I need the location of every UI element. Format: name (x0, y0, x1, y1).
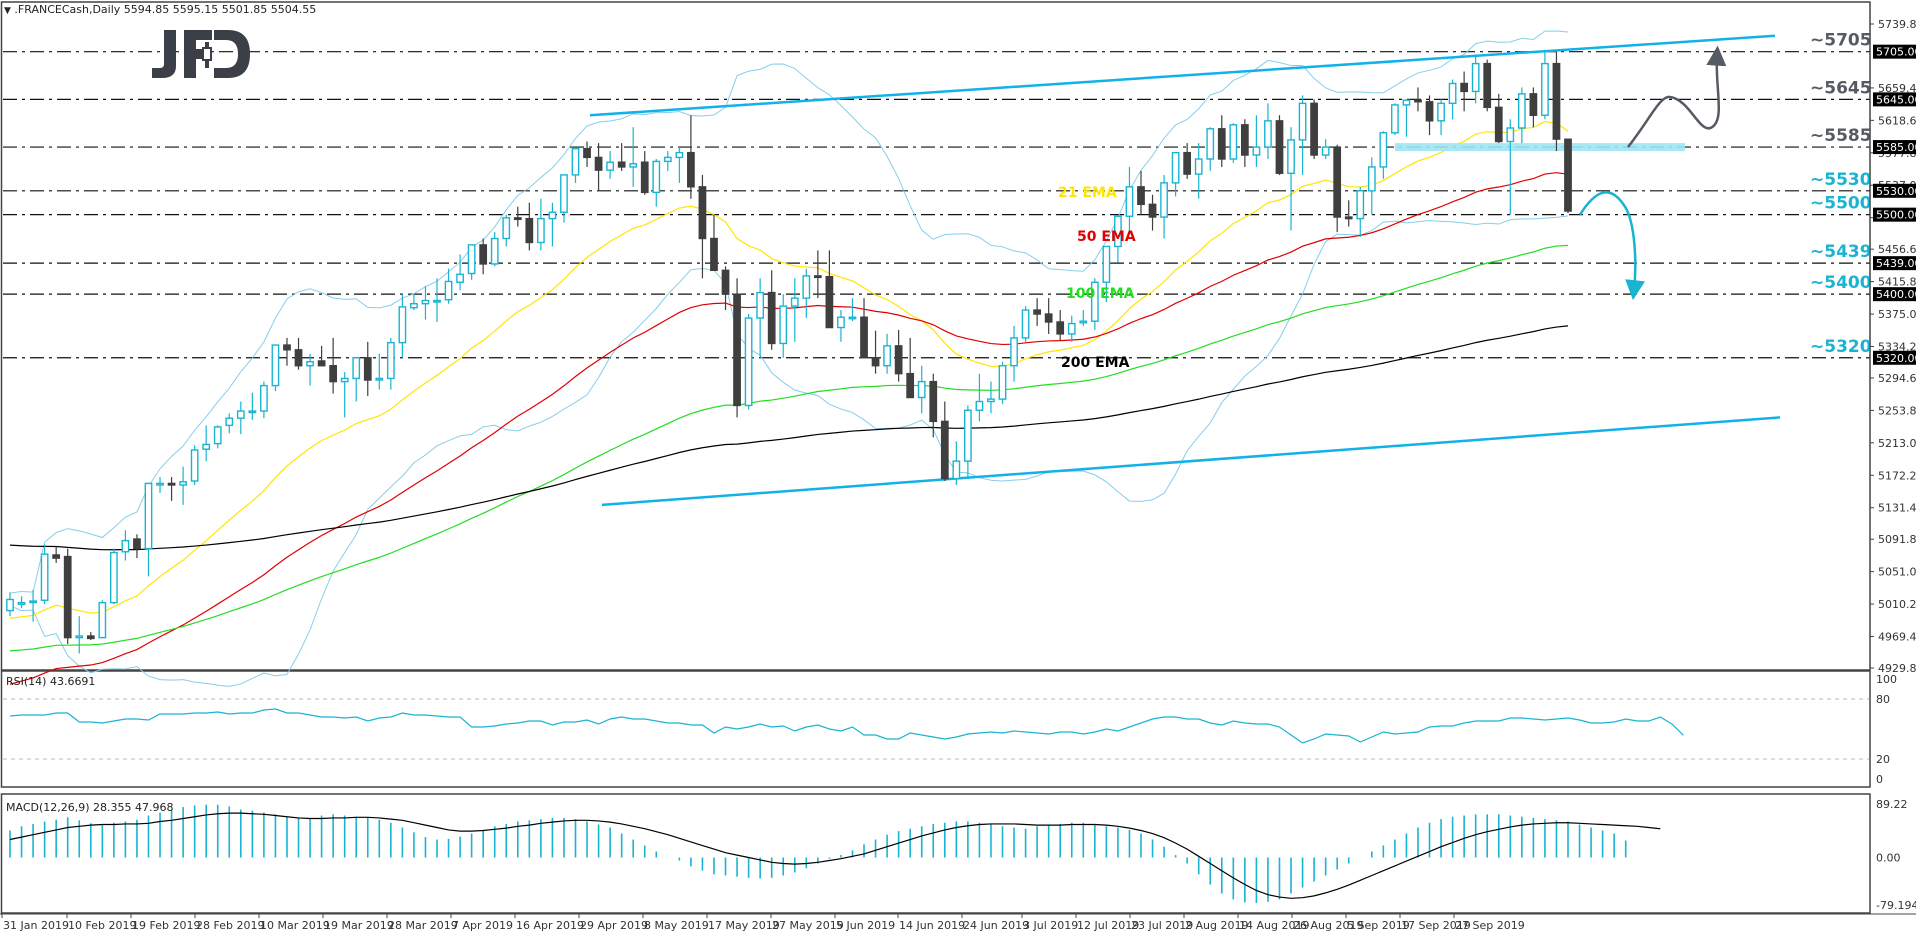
svg-text:10 Feb 2019: 10 Feb 2019 (68, 919, 136, 932)
svg-text:5500.00: 5500.00 (1876, 209, 1916, 222)
svg-text:7 Apr 2019: 7 Apr 2019 (452, 919, 513, 932)
svg-text:17 Sep 2019: 17 Sep 2019 (1401, 919, 1471, 932)
svg-text:5705.00: 5705.00 (1876, 46, 1916, 59)
svg-text:5 Jun 2019: 5 Jun 2019 (836, 919, 895, 932)
svg-text:10 Mar 2019: 10 Mar 2019 (260, 919, 330, 932)
svg-text:23 Jul 2019: 23 Jul 2019 (1131, 919, 1193, 932)
rsi-label: RSI(14) 43.6691 (6, 675, 96, 688)
jfd-logo-icon (152, 30, 250, 78)
svg-text:5091.80: 5091.80 (1878, 533, 1916, 546)
svg-text:16 Apr 2019: 16 Apr 2019 (516, 919, 584, 932)
svg-text:4969.40: 4969.40 (1878, 631, 1916, 644)
svg-text:5645.00: 5645.00 (1876, 93, 1916, 106)
svg-text:14 Aug 2019: 14 Aug 2019 (1239, 919, 1309, 932)
svg-text:27 Sep 2019: 27 Sep 2019 (1455, 919, 1525, 932)
svg-text:50 EMA: 50 EMA (1077, 229, 1136, 245)
svg-text:100 EMA: 100 EMA (1066, 286, 1135, 302)
svg-text:5530.00: 5530.00 (1876, 185, 1916, 198)
svg-text:5739.80: 5739.80 (1878, 18, 1916, 31)
svg-text:~5585: ~5585 (1810, 126, 1872, 146)
svg-text:5456.60: 5456.60 (1878, 243, 1916, 256)
svg-text:~5530: ~5530 (1810, 170, 1872, 190)
symbol-ohlc: .FRANCECash,Daily 5594.85 5595.15 5501.8… (14, 3, 317, 16)
svg-text:19 Mar 2019: 19 Mar 2019 (324, 919, 394, 932)
svg-text:26 Aug 2019: 26 Aug 2019 (1293, 919, 1363, 932)
jfd-logo (150, 28, 255, 80)
svg-text:29 Apr 2019: 29 Apr 2019 (580, 919, 648, 932)
scenario-arrows (1578, 45, 1727, 301)
svg-text:0: 0 (1876, 773, 1883, 786)
svg-text:5172.20: 5172.20 (1878, 469, 1916, 482)
svg-text:5375.00: 5375.00 (1878, 308, 1916, 321)
level-labels: ~5705 ~5645 ~5585 ~5530 ~5500 ~5439 ~5400 ~5320… (1058, 31, 1872, 371)
svg-text:0.00: 0.00 (1876, 852, 1901, 865)
svg-text:5659.40: 5659.40 (1878, 82, 1916, 95)
svg-text:21 EMA: 21 EMA (1058, 185, 1117, 201)
svg-text:27 May 2019: 27 May 2019 (772, 919, 844, 932)
svg-text:12 Jul 2019: 12 Jul 2019 (1077, 919, 1139, 932)
svg-text:~5320: ~5320 (1810, 337, 1872, 357)
svg-text:5415.80: 5415.80 (1878, 276, 1916, 289)
svg-text:3 Jul 2019: 3 Jul 2019 (1023, 919, 1078, 932)
svg-text:5334.20: 5334.20 (1878, 340, 1916, 353)
svg-text:28 Feb 2019: 28 Feb 2019 (196, 919, 264, 932)
svg-text:31 Jan 2019: 31 Jan 2019 (3, 919, 69, 932)
level-lines (3, 51, 1870, 359)
svg-text:28 Mar 2019: 28 Mar 2019 (388, 919, 458, 932)
candlesticks (6, 51, 1572, 654)
rsi-pane: 100 80 20 0 (3, 671, 1897, 787)
pane-frames (0, 1, 1871, 914)
svg-text:5439.00: 5439.00 (1876, 257, 1916, 270)
macd-pane: 89.22 0.00 -79.194 (9, 794, 1916, 913)
trend-channel[interactable] (589, 34, 1781, 507)
svg-text:5320.00: 5320.00 (1876, 352, 1916, 365)
svg-text:5213.00: 5213.00 (1878, 437, 1916, 450)
svg-text:5585.00: 5585.00 (1876, 141, 1916, 154)
svg-text:-79.194: -79.194 (1876, 899, 1916, 912)
dropdown-triangle-icon[interactable]: ▼ (4, 6, 11, 16)
svg-text:5618.60: 5618.60 (1878, 114, 1916, 127)
svg-text:5051.00: 5051.00 (1878, 566, 1916, 579)
svg-text:14 Jun 2019: 14 Jun 2019 (899, 919, 965, 932)
ema-lines (9, 121, 1569, 685)
svg-text:~5500: ~5500 (1810, 194, 1872, 214)
macd-label: MACD(12,26,9) 28.355 47.968 (6, 801, 174, 814)
svg-text:89.22: 89.22 (1876, 798, 1908, 811)
symbol-header: ▼ .FRANCECash,Daily 5594.85 5595.15 5501… (4, 3, 316, 16)
svg-text:5010.20: 5010.20 (1878, 598, 1916, 611)
svg-text:5400.00: 5400.00 (1876, 288, 1916, 301)
svg-text:4929.80: 4929.80 (1878, 662, 1916, 675)
svg-text:200 EMA: 200 EMA (1061, 355, 1130, 371)
svg-text:~5439: ~5439 (1810, 242, 1872, 262)
svg-text:~5400: ~5400 (1810, 273, 1872, 293)
svg-text:17 May 2019: 17 May 2019 (708, 919, 780, 932)
svg-text:5294.60: 5294.60 (1878, 372, 1916, 385)
svg-text:24 Jun 2019: 24 Jun 2019 (963, 919, 1029, 932)
svg-text:~5645: ~5645 (1810, 78, 1872, 98)
bollinger-bands (9, 30, 1569, 687)
svg-text:5 Sep 2019: 5 Sep 2019 (1347, 919, 1410, 932)
resistance-zone (1395, 143, 1685, 152)
svg-text:80: 80 (1876, 693, 1890, 706)
price-axis[interactable]: 5739.805659.405618.605577.805537.005496.… (1869, 2, 1916, 675)
svg-text:2 Aug 2019: 2 Aug 2019 (1185, 919, 1248, 932)
svg-text:19 Feb 2019: 19 Feb 2019 (132, 919, 200, 932)
svg-text:20: 20 (1876, 753, 1890, 766)
svg-text:8 May 2019: 8 May 2019 (644, 919, 709, 932)
svg-text:5253.80: 5253.80 (1878, 404, 1916, 417)
svg-text:100: 100 (1876, 673, 1897, 686)
svg-text:~5705: ~5705 (1810, 31, 1872, 51)
svg-text:5131.40: 5131.40 (1878, 502, 1916, 515)
